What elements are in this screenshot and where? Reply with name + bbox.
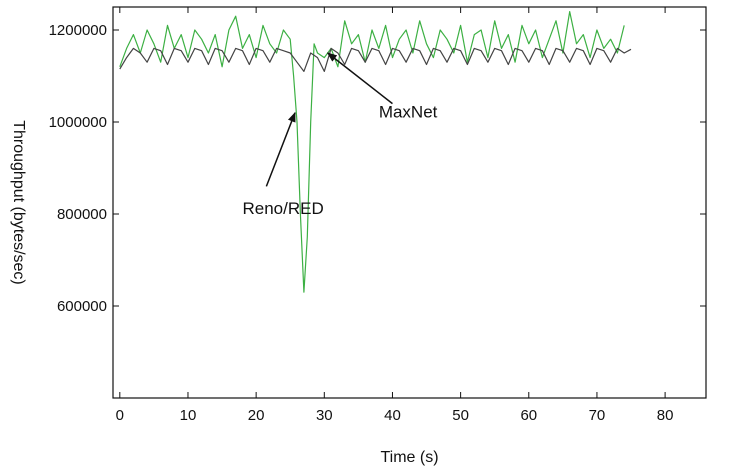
y-tick-label: 1200000 — [49, 22, 107, 39]
x-tick-label: 0 — [116, 407, 124, 424]
annotation-label-reno-red: Reno/RED — [243, 199, 324, 218]
series-line-maxnet — [119, 47, 632, 73]
annotation-label-maxnet: MaxNet — [379, 102, 438, 121]
x-tick-label: 20 — [248, 407, 265, 424]
y-tick-label: 1000000 — [49, 114, 107, 131]
x-tick-label: 70 — [589, 407, 606, 424]
annotation-arrow-reno-red — [265, 111, 296, 187]
annotation-arrow-maxnet — [326, 52, 393, 105]
x-tick-label: 80 — [657, 407, 674, 424]
y-tick-label: 600000 — [57, 298, 107, 315]
plot-frame — [112, 6, 707, 399]
x-tick-label: 60 — [520, 407, 537, 424]
x-axis-title: Time (s) — [380, 449, 438, 466]
y-tick-label: 800000 — [57, 206, 107, 223]
x-tick-label: 50 — [452, 407, 469, 424]
x-tick-label: 30 — [316, 407, 333, 424]
y-axis-title: Throughput (bytes/sec) — [10, 120, 27, 285]
series-line-reno-red — [119, 11, 625, 293]
x-tick-label: 10 — [180, 407, 197, 424]
x-tick-label: 40 — [384, 407, 401, 424]
